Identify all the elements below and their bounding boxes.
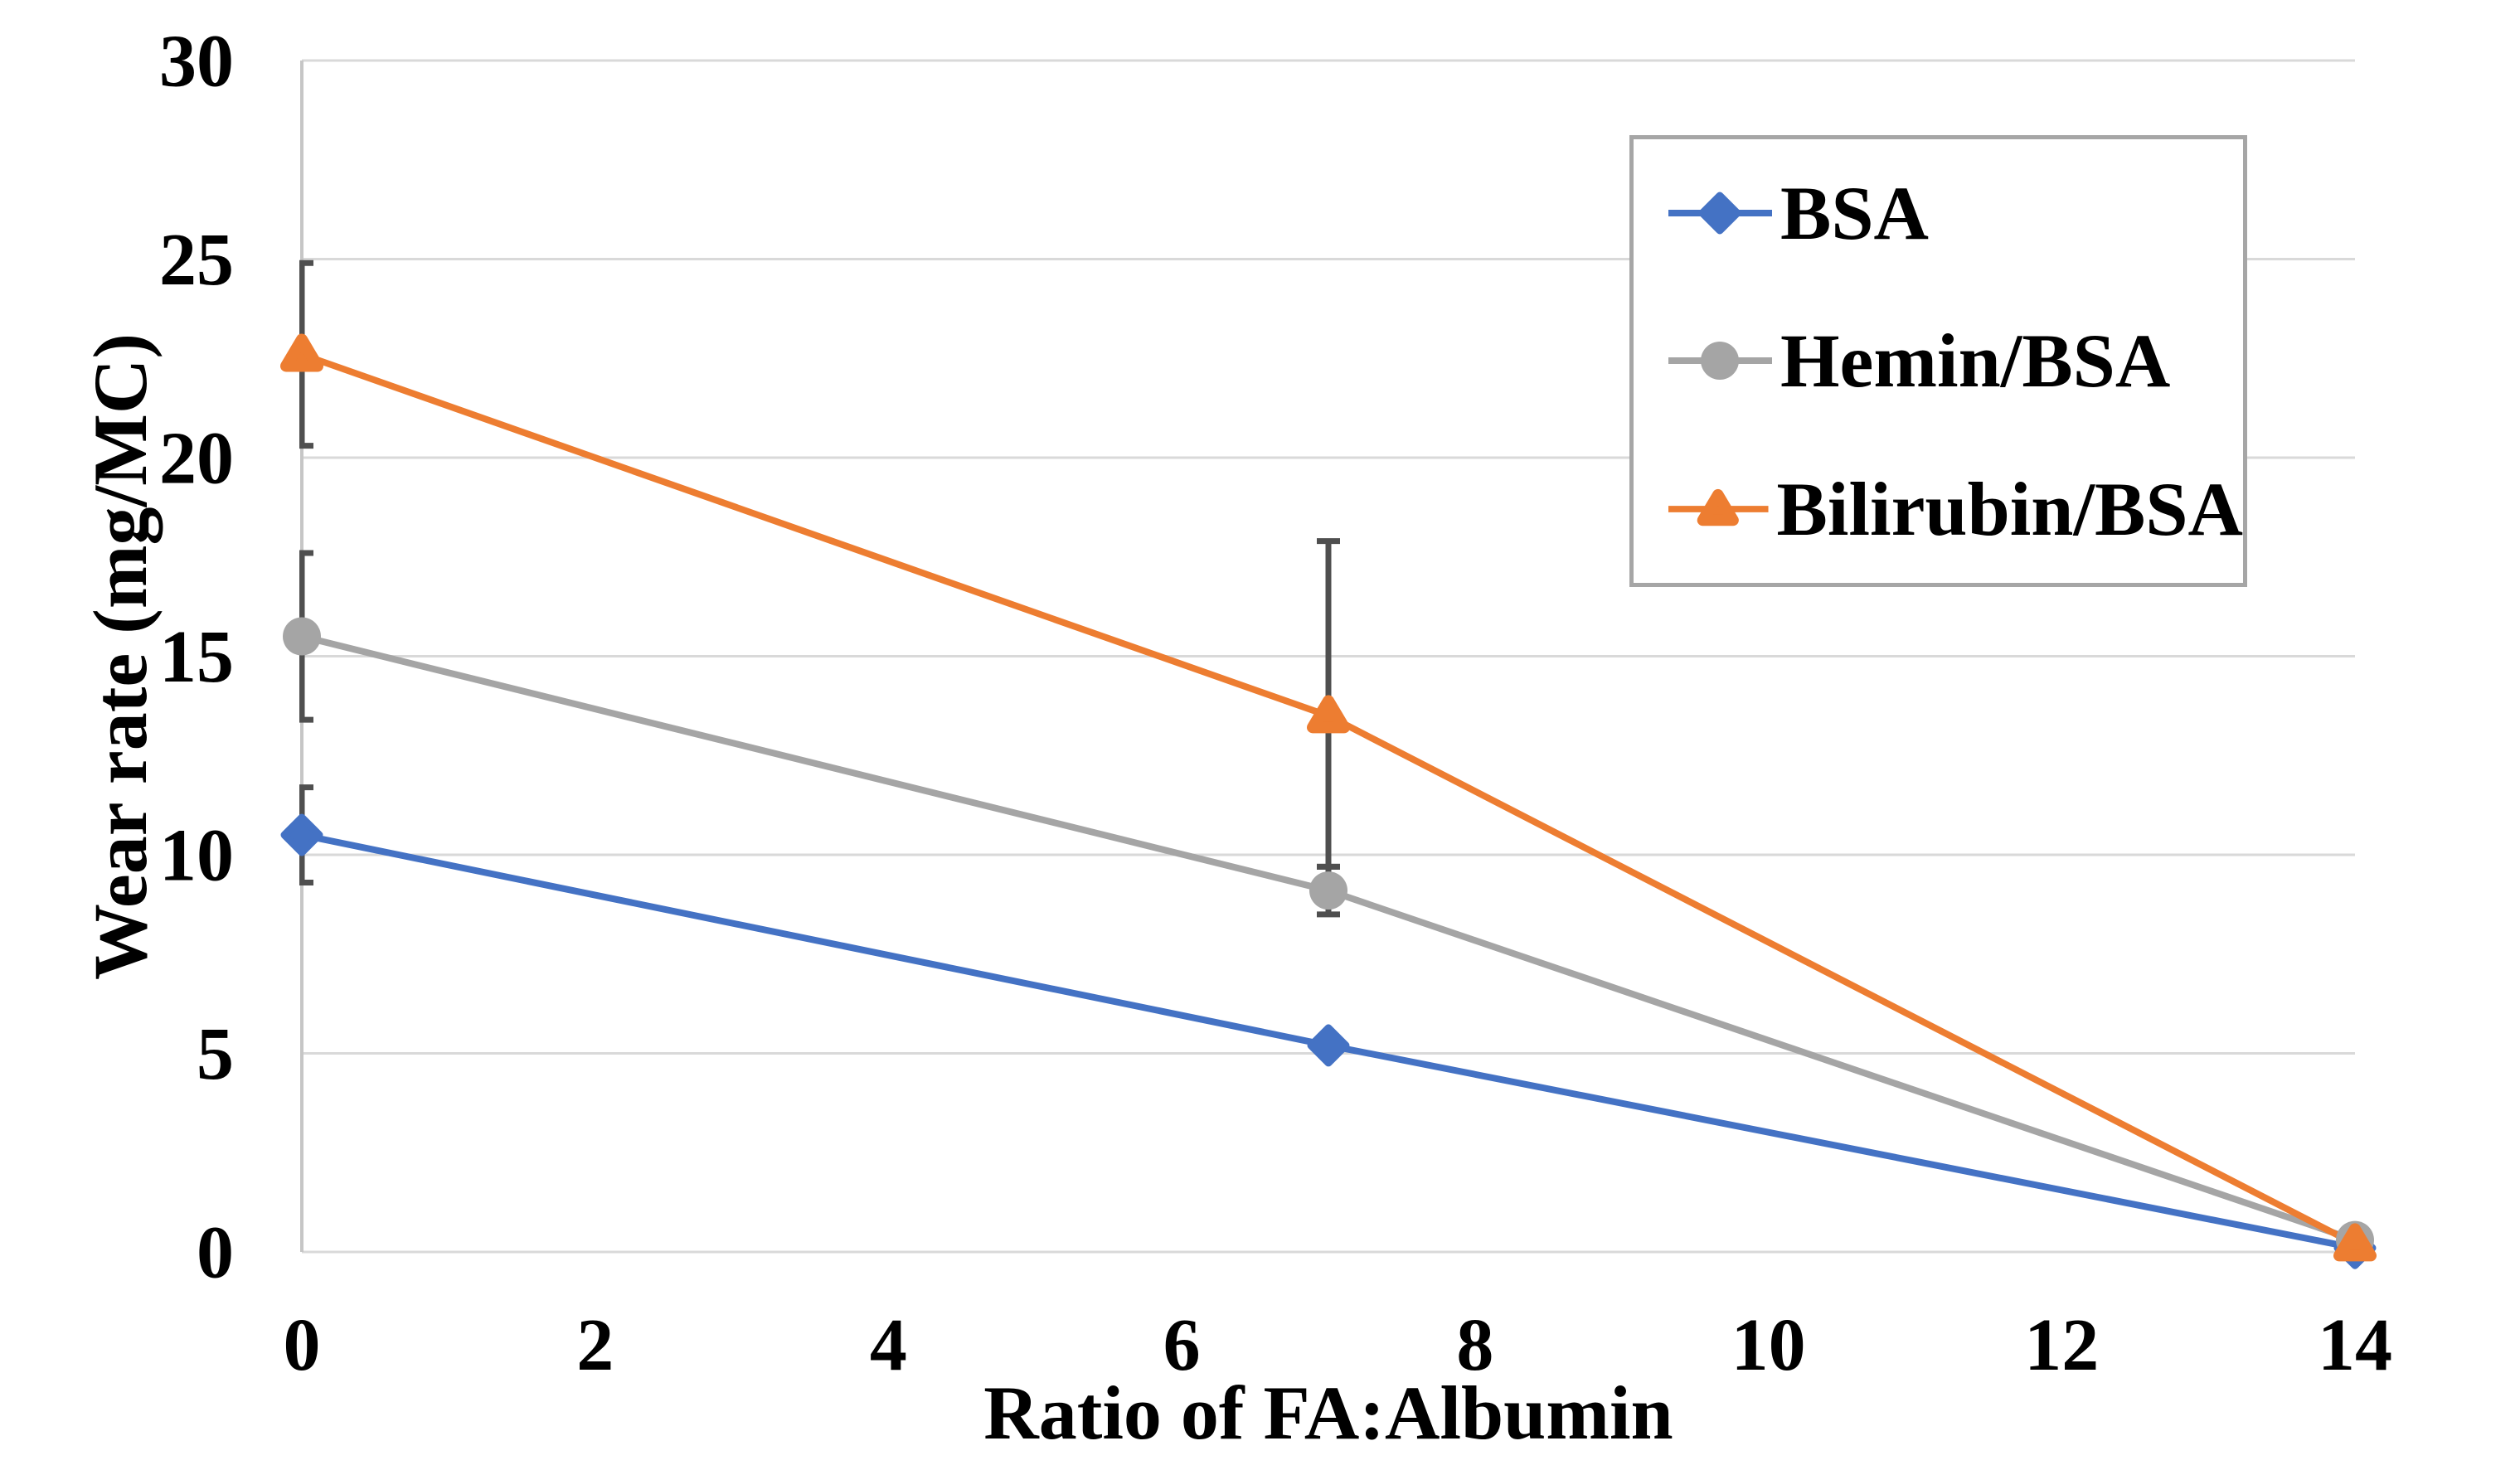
marker-triangle-Bilirubin/BSA	[280, 333, 323, 372]
x-tick-label: 4	[870, 1304, 907, 1386]
x-tick-label: 12	[2024, 1304, 2099, 1386]
diamond-marker-icon	[1668, 192, 1772, 235]
y-tick-label: 5	[197, 1013, 234, 1095]
legend-marker-shape	[1701, 342, 1739, 381]
legend-entry-bilirubin-bsa: Bilirubin/BSA	[1668, 459, 2243, 559]
marker-diamond-BSA	[280, 813, 323, 856]
legend-entry-bsa: BSA	[1668, 163, 2243, 263]
x-tick-label: 10	[1731, 1304, 1806, 1386]
x-tick-label: 14	[2318, 1304, 2392, 1386]
marker-triangle-Bilirubin/BSA	[2333, 1223, 2377, 1262]
marker-triangle-Bilirubin/BSA	[1307, 695, 1350, 734]
y-tick-label: 20	[159, 418, 234, 500]
y-tick-label: 15	[159, 616, 234, 698]
y-tick-label: 10	[159, 815, 234, 897]
x-tick-label: 6	[1163, 1304, 1201, 1386]
legend-marker-shape	[1697, 488, 1739, 526]
marker-circle-Hemin/BSA	[1309, 871, 1347, 910]
legend: BSA Hemin/BSA Bilirubin/BSA	[1629, 135, 2247, 587]
legend-label: Bilirubin/BSA	[1776, 466, 2243, 551]
x-tick-label: 2	[576, 1304, 614, 1386]
y-tick-label: 30	[159, 21, 234, 103]
legend-entry-hemin-bsa: Hemin/BSA	[1668, 311, 2243, 410]
x-tick-label: 8	[1456, 1304, 1493, 1386]
y-tick-label: 25	[159, 219, 234, 301]
legend-label: BSA	[1780, 171, 1929, 256]
error-bars-group	[299, 260, 1340, 918]
marker-circle-Hemin/BSA	[283, 617, 321, 656]
x-axis-title: Ratio of FA:Albumin	[983, 1371, 1673, 1455]
triangle-marker-icon	[1668, 488, 1769, 526]
legend-marker-shape	[1698, 192, 1741, 235]
x-tick-label: 0	[284, 1304, 321, 1386]
y-tick-label: 0	[197, 1212, 234, 1294]
marker-diamond-BSA	[1307, 1024, 1350, 1067]
circle-marker-icon	[1668, 342, 1772, 381]
legend-label: Hemin/BSA	[1780, 318, 2171, 404]
y-axis-title: Wear rate (mg/MC)	[78, 333, 163, 980]
